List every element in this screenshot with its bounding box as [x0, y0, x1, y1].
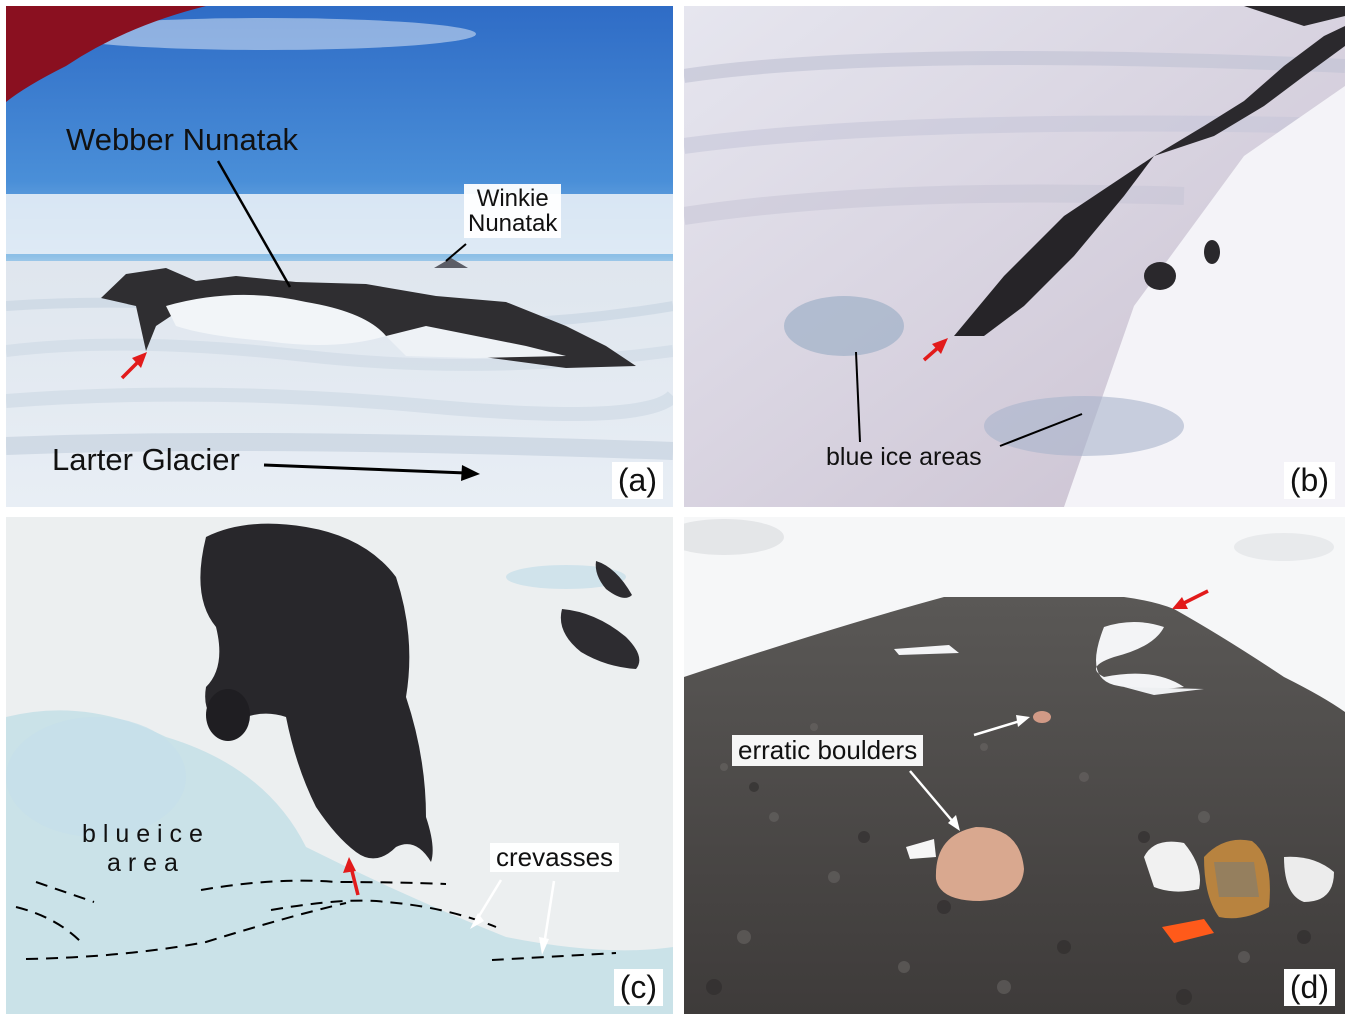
panel-tag-a: (a) [611, 462, 663, 499]
panel-c-photo: b l u e i c e a r e a crevasses (c) [6, 517, 673, 1014]
label-winkie-line1: Winkie [476, 185, 549, 212]
label-winkie-line2: Nunatak [468, 210, 558, 238]
label-winkie-nunatak: Winkie Nunatak [464, 184, 562, 239]
panel-b-scene [684, 6, 1345, 507]
panel-b-photo: blue ice areas (b) [684, 6, 1345, 507]
label-erratic-boulders: erratic boulders [732, 735, 924, 767]
panel-a-photo: Webber Nunatak Winkie Nunatak Larter Gla… [6, 6, 673, 507]
label-blue-ice-area: b l u e i c e a r e a [82, 820, 203, 878]
label-blue-ice-area-line1: b l u e i c e [82, 820, 203, 848]
panel-a-scene [6, 6, 673, 507]
panel-tag-d: (d) [1283, 969, 1335, 1006]
label-webber-nunatak: Webber Nunatak [66, 122, 299, 157]
label-blue-ice-areas: blue ice areas [826, 443, 982, 471]
panel-c-scene [6, 517, 673, 1014]
panel-tag-c: (c) [613, 969, 663, 1006]
label-larter-glacier: Larter Glacier [52, 442, 240, 477]
panel-d-photo: erratic boulders (d) [684, 517, 1345, 1014]
panel-tag-b: (b) [1283, 462, 1335, 499]
label-crevasses: crevasses [490, 843, 620, 873]
label-blue-ice-area-line2: a r e a [107, 848, 178, 877]
